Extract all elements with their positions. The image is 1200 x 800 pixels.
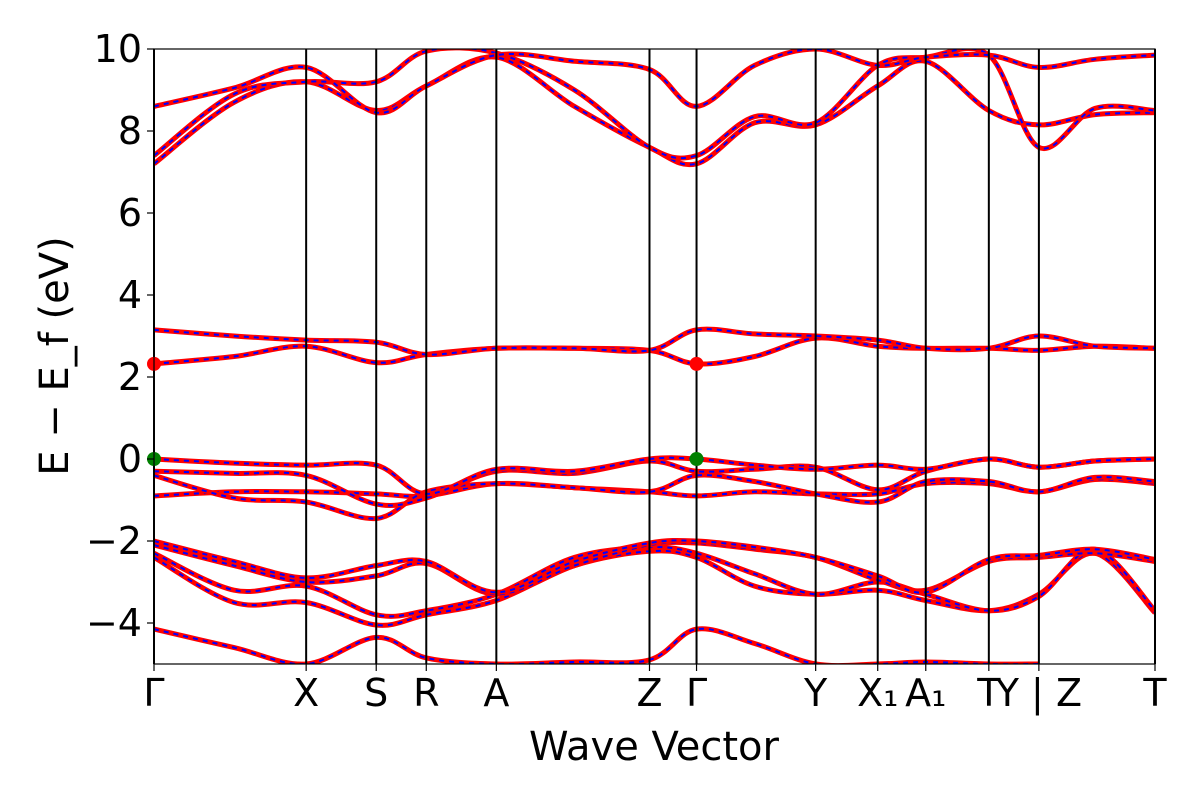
x-tick-label-2: S [364, 671, 388, 715]
y-tick-label-6: 8 [118, 109, 142, 153]
band-13-line [154, 49, 1155, 116]
y-axis-ticks: −4 −2 0 2 4 6 8 10 [86, 27, 154, 645]
x-tick-label-3: R [413, 671, 439, 715]
x-tick-label-0: Γ [143, 671, 164, 715]
band-8-dash [154, 456, 1155, 495]
band-4-dash [154, 539, 1155, 594]
x-tick-label-4: A [483, 671, 509, 715]
y-tick-label-1: −2 [86, 519, 142, 563]
y-tick-label-5: 6 [118, 191, 142, 235]
x-tick-label-6: Γ [686, 671, 707, 715]
x-tick-label-12: T [1142, 671, 1167, 715]
band-6-dash [154, 474, 1155, 520]
cbm-marker-1 [689, 356, 704, 371]
y-tick-label-2: 0 [118, 437, 142, 481]
x-tick-label-7: Y [803, 671, 828, 715]
x-tick-label-9: A₁ [905, 671, 946, 715]
y-axis-label: E − E_f (eV) [32, 236, 78, 475]
vbm-marker-1 [689, 452, 704, 466]
y-tick-label-0: −4 [86, 601, 142, 645]
x-axis-label: Wave Vector [529, 724, 780, 770]
x-tick-label-10: T [976, 671, 1001, 715]
y-tick-label-3: 2 [118, 355, 142, 399]
y-tick-label-7: 10 [94, 27, 142, 71]
band-11-dash [154, 55, 1155, 166]
x-tick-label-11: Y | Z [995, 671, 1082, 716]
band-5-dash [154, 478, 1155, 498]
band-0-dash [154, 627, 1039, 664]
x-tick-label-1: X [293, 671, 319, 715]
band-7-dash [154, 457, 1155, 507]
y-tick-label-4: 4 [118, 273, 142, 317]
x-tick-label-8: X₁ [857, 671, 898, 715]
x-tick-label-5: Z [636, 671, 662, 715]
plot-frame [153, 48, 1156, 665]
band-10-dash [154, 328, 1155, 356]
band-12-dash [154, 49, 1155, 160]
